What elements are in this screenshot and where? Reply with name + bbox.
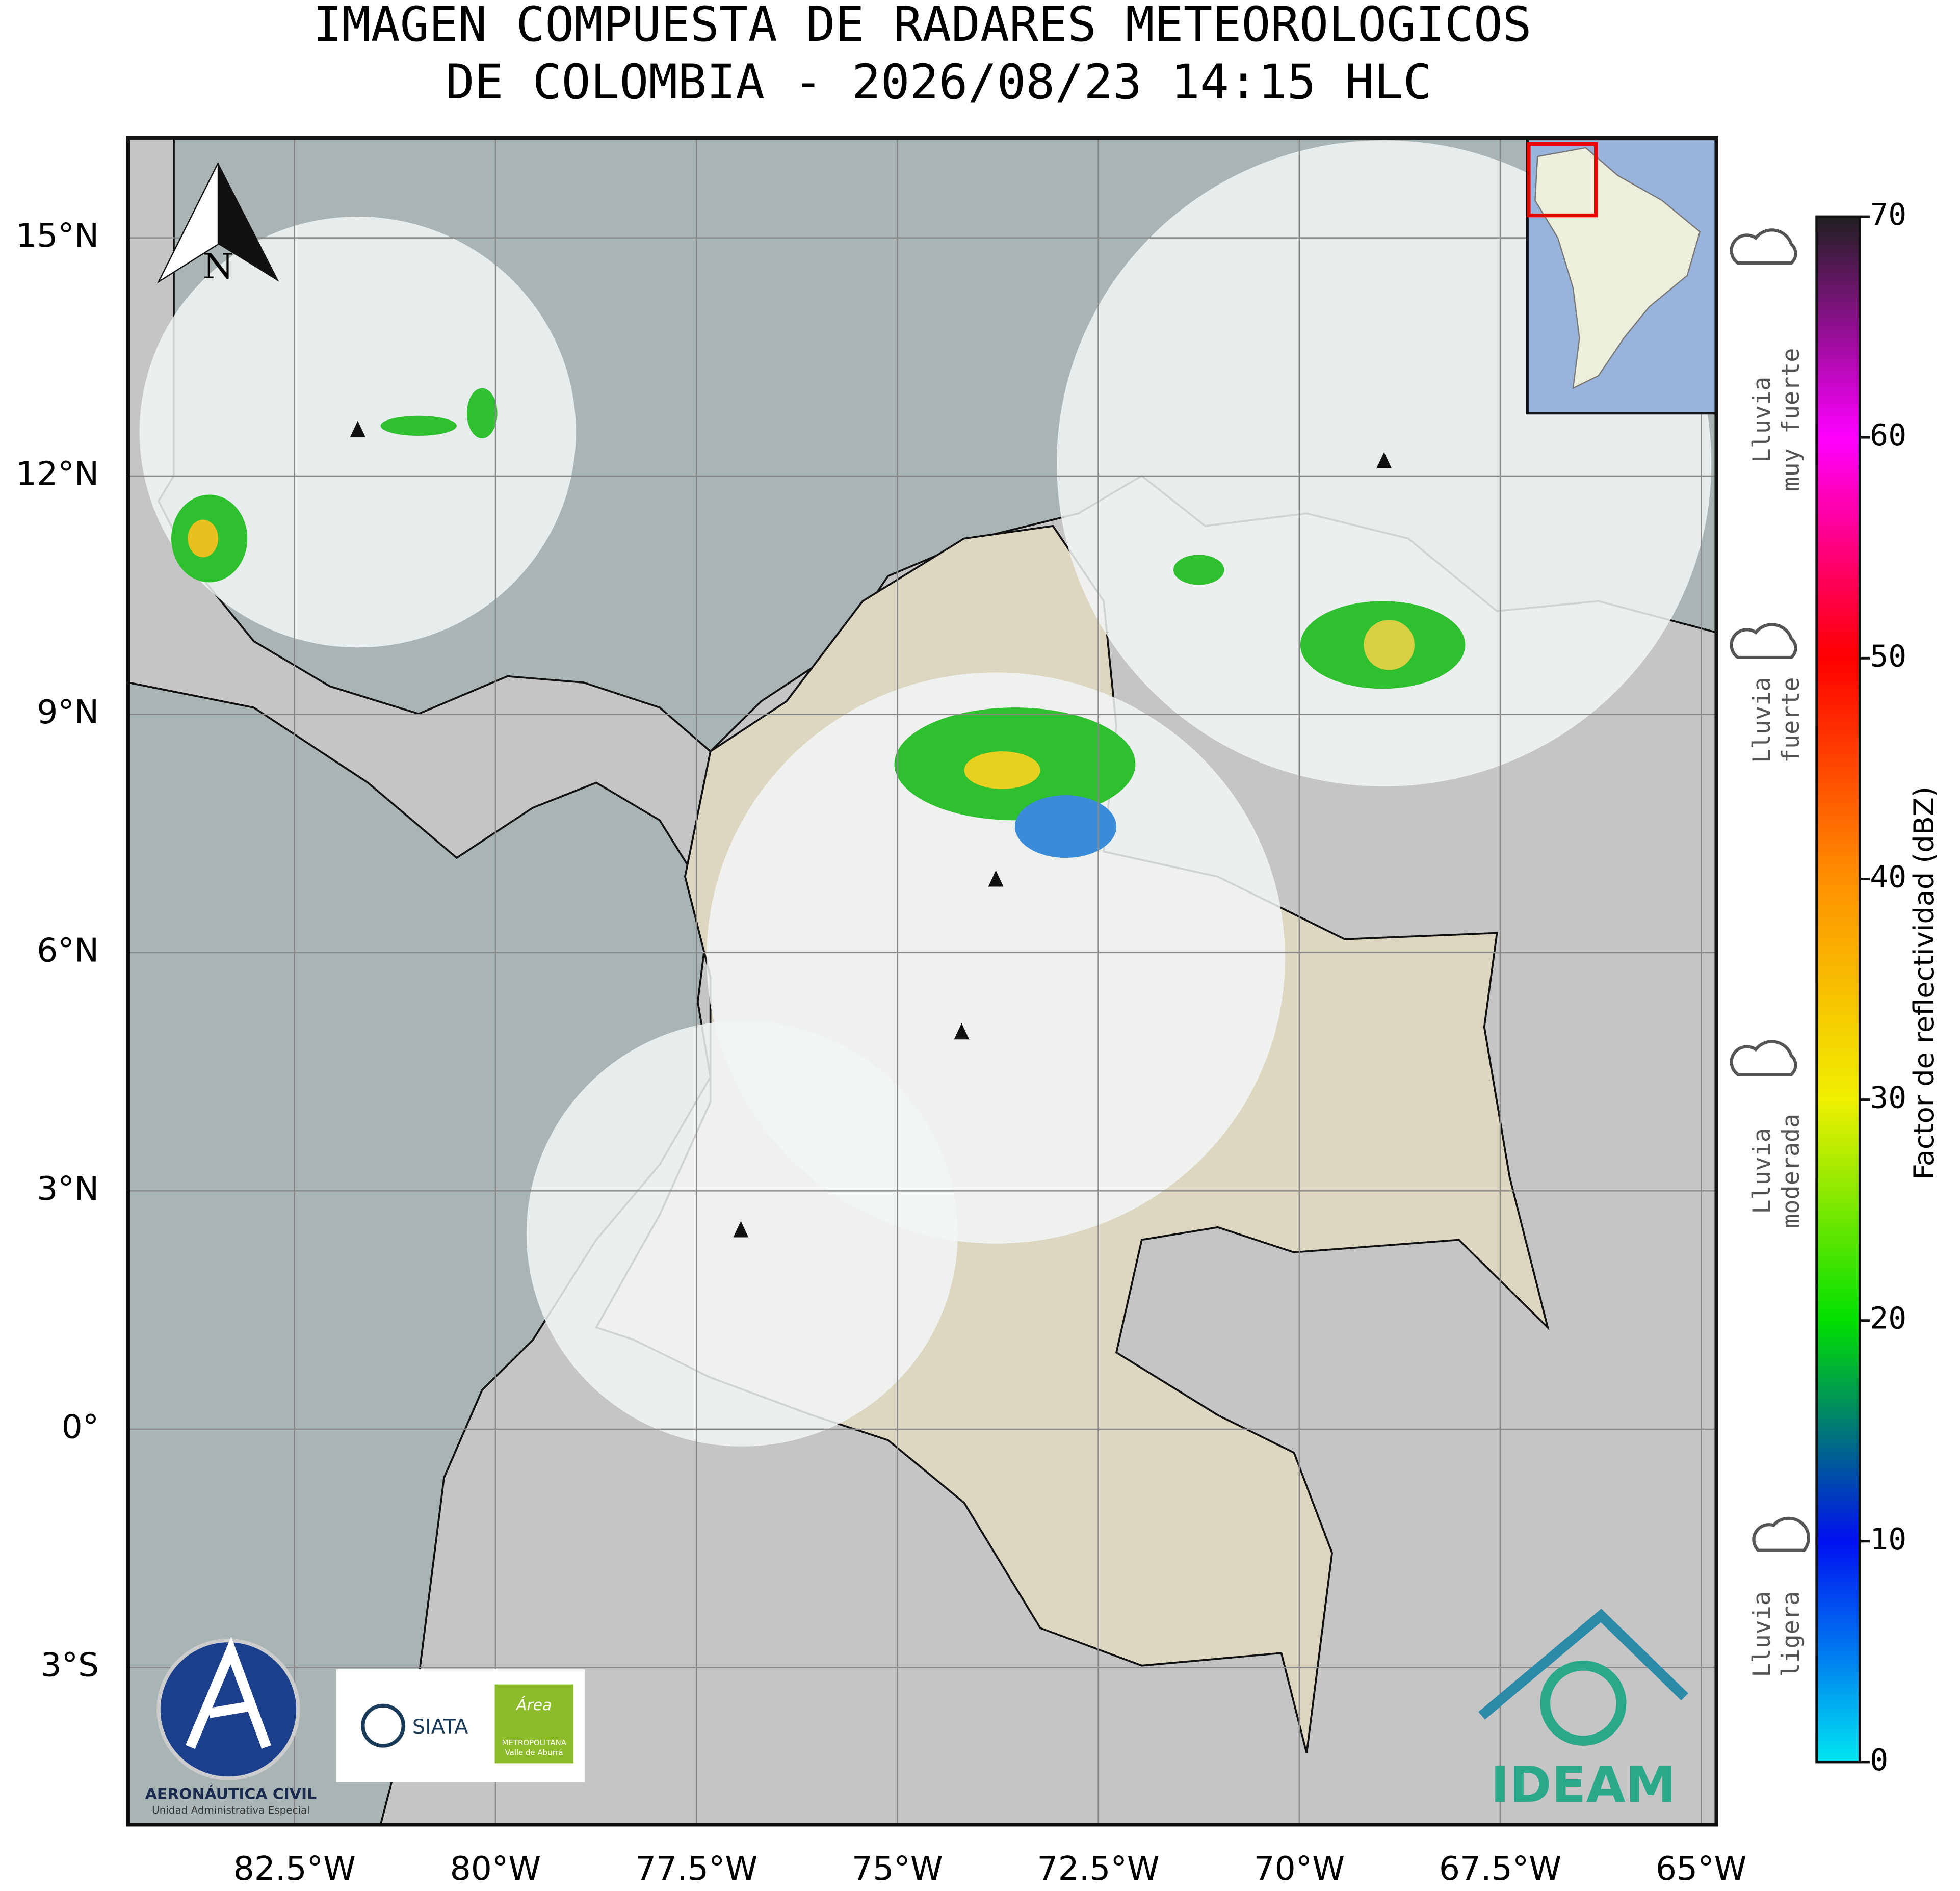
legend-label: fuerte: [1777, 677, 1805, 763]
siata-logo: SIATA Área METROPOLITANA Valle de Aburrá: [336, 1669, 585, 1782]
colorbar-tick-label: 40: [1870, 859, 1906, 895]
precipitation: [171, 388, 1466, 858]
colorbar-tick-label: 30: [1870, 1080, 1906, 1115]
legend-label: Lluvia: [1748, 377, 1776, 463]
colorbar-tick-label: 50: [1870, 639, 1906, 674]
x-tick-label: 75°W: [852, 1850, 943, 1888]
colorbar: [1815, 215, 1861, 1764]
logo-text: Área: [515, 1696, 552, 1714]
y-tick-label: 3°S: [41, 1646, 99, 1685]
x-tick-label: 72.5°W: [1037, 1850, 1159, 1888]
logo-text: Unidad Administrativa Especial: [152, 1804, 310, 1816]
logo-text: Valle de Aburrá: [505, 1749, 563, 1757]
colorbar-tick-label: 60: [1870, 418, 1906, 453]
x-tick-label: 80°W: [450, 1850, 541, 1888]
ideam-logo: IDEAM: [1478, 1609, 1688, 1815]
y-tick-label: 12°N: [16, 455, 99, 493]
legend-label: Lluvia: [1748, 677, 1776, 763]
colorbar-tick-label: 20: [1870, 1301, 1906, 1336]
logo-text: SIATA: [412, 1715, 468, 1739]
y-tick-label: 15°N: [16, 217, 99, 255]
colorbar-label: Factor de reflectividad (dBZ): [1908, 786, 1940, 1179]
aero-logo: AERONÁUTICA CIVIL Unidad Administrativa …: [145, 1637, 317, 1816]
x-tick-label: 77.5°W: [635, 1850, 757, 1888]
x-tick-label: 82.5°W: [233, 1850, 356, 1888]
logo-text: METROPOLITANA: [502, 1739, 566, 1747]
legend-label: Lluvia: [1748, 1128, 1776, 1214]
grid: [128, 138, 1717, 1825]
rain-icons: [1730, 228, 1810, 1552]
y-tick-label: 9°N: [37, 693, 99, 731]
legend-label: muy fuerte: [1777, 348, 1805, 491]
colorbar-tick-label: 0: [1870, 1742, 1888, 1777]
axes: 82.5°W 80°W 77.5°W 75°W 72.5°W 70°W 67.5°W 65°W…: [16, 217, 1746, 1888]
title: DE COLOMBIA - 2026/08/23 14:15 HLC: [446, 55, 1432, 110]
inset-map: [1526, 138, 1717, 415]
legend-label: Lluvia: [1748, 1591, 1776, 1677]
title: IMAGEN COMPUESTA DE RADARES METEOROLOGIC…: [313, 0, 1532, 52]
legend-label: ligera: [1777, 1591, 1805, 1677]
map-body: N AERONÁUTICA CIVIL Unidad Administrativ…: [128, 138, 1717, 1825]
y-tick-label: 3°N: [37, 1170, 99, 1208]
north-label: N: [203, 247, 234, 287]
x-tick-label: 70°W: [1253, 1850, 1345, 1888]
x-tick-label: 67.5°W: [1439, 1850, 1561, 1888]
radar-sites: [350, 421, 1392, 1238]
logo-text: IDEAM: [1491, 1756, 1676, 1814]
colorbar-ticks: 0 10 20 30 40 50 60 70: [1860, 197, 1906, 1777]
y-tick-label: 0°: [62, 1408, 99, 1447]
colorbar-tick-label: 10: [1870, 1521, 1906, 1557]
y-tick-label: 6°N: [37, 932, 99, 970]
colorbar-tick-label: 70: [1870, 197, 1906, 232]
logo-text: AERONÁUTICA CIVIL: [145, 1784, 317, 1802]
legend-label: moderada: [1777, 1114, 1805, 1228]
map-frame: [126, 136, 1718, 1827]
x-tick-label: 65°W: [1656, 1850, 1747, 1888]
